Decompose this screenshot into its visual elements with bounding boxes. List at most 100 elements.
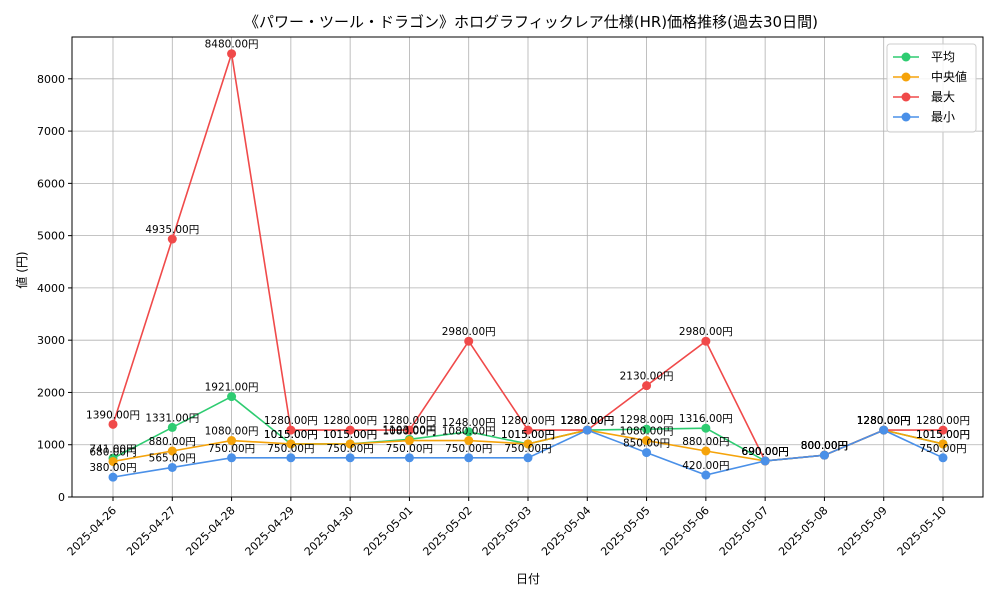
data-label: 1280.00円 — [857, 415, 911, 427]
data-label: 1015.00円 — [323, 429, 377, 441]
data-label: 4935.00円 — [145, 224, 199, 236]
data-point — [642, 381, 652, 391]
data-label: 1015.00円 — [323, 429, 377, 441]
x-tick-label: 2025-05-10 — [895, 504, 949, 558]
data-point — [167, 422, 177, 432]
data-point — [286, 453, 296, 463]
y-axis-label: 値 (円) — [14, 251, 29, 288]
legend-item: 最小 — [893, 110, 955, 124]
y-tick-label: 5000 — [37, 230, 65, 243]
data-label: 750.00円 — [327, 443, 374, 455]
y-tick-label: 1000 — [37, 439, 65, 452]
data-label: 1280.00円 — [857, 415, 911, 427]
x-tick-label: 2025-05-07 — [717, 504, 771, 558]
data-label: 1015.00円 — [264, 429, 318, 441]
x-axis-label: 日付 — [516, 572, 540, 586]
data-label: 1080.00円 — [205, 426, 259, 438]
x-tick-label: 2025-05-09 — [835, 504, 889, 558]
data-label: 1280.00円 — [857, 415, 911, 427]
data-label: 1248.00円 — [442, 417, 496, 429]
legend-label: 最小 — [931, 110, 955, 124]
data-label: 750.00円 — [208, 443, 255, 455]
data-label: 750.00円 — [445, 443, 492, 455]
data-label: 690.00円 — [742, 446, 789, 458]
x-tick-label: 2025-05-06 — [658, 504, 712, 558]
data-label: 800.00円 — [801, 440, 848, 452]
data-point — [464, 336, 474, 346]
data-label: 850.00円 — [623, 438, 670, 450]
y-tick-label: 4000 — [37, 282, 65, 295]
data-label: 800.00円 — [801, 440, 848, 452]
y-tick-label: 8000 — [37, 73, 65, 86]
data-label: 2980.00円 — [442, 326, 496, 338]
legend-label: 中央値 — [931, 69, 967, 84]
legend-item: 中央値 — [893, 69, 967, 84]
data-label: 800.00円 — [801, 440, 848, 452]
x-tick-label: 2025-04-27 — [124, 504, 178, 558]
data-label: 680.00円 — [89, 446, 136, 458]
data-point — [879, 425, 889, 435]
data-point — [642, 424, 652, 434]
data-point — [938, 453, 948, 463]
data-point — [464, 427, 474, 437]
data-point — [404, 453, 414, 463]
data-point — [582, 425, 592, 435]
y-tick-label: 7000 — [37, 125, 65, 138]
data-point — [523, 425, 533, 435]
data-labels: 741.00円 1331.00円 1921.00円 1015.00円 1015.00円 1… — [86, 39, 970, 474]
data-point — [404, 436, 414, 446]
data-point — [701, 446, 711, 456]
data-point — [464, 453, 474, 463]
data-label: 750.00円 — [919, 443, 966, 455]
data-point — [701, 336, 711, 346]
y-tick-label: 0 — [58, 491, 65, 504]
x-tick-label: 2025-05-05 — [598, 504, 652, 558]
data-point — [227, 49, 237, 59]
data-label: 2980.00円 — [679, 326, 733, 338]
data-label: 800.00円 — [801, 440, 848, 452]
data-label: 1280.00円 — [501, 415, 555, 427]
data-label: 750.00円 — [504, 443, 551, 455]
data-label: 8480.00円 — [205, 39, 259, 51]
data-label: 1921.00円 — [205, 382, 259, 394]
data-point — [701, 470, 711, 480]
data-label: 1015.00円 — [501, 429, 555, 441]
legend-marker — [901, 72, 911, 82]
y-tick-label: 2000 — [37, 386, 65, 399]
data-label: 690.00円 — [742, 446, 789, 458]
data-point — [108, 419, 118, 429]
data-point — [523, 453, 533, 463]
series-3 — [108, 425, 948, 482]
data-label: 1080.00円 — [382, 426, 436, 438]
data-point — [523, 439, 533, 449]
data-point — [938, 439, 948, 449]
legend-item: 最大 — [893, 90, 955, 104]
data-label: 1103.00円 — [382, 424, 436, 436]
data-label: 690.00円 — [742, 446, 789, 458]
data-point — [938, 425, 948, 435]
data-point — [286, 425, 296, 435]
data-point — [227, 453, 237, 463]
data-point — [227, 436, 237, 446]
data-label: 2130.00円 — [620, 371, 674, 383]
data-point — [819, 450, 829, 460]
x-tick-label: 2025-05-04 — [539, 504, 593, 558]
data-point — [286, 439, 296, 449]
data-point — [167, 234, 177, 244]
data-label: 1280.00円 — [382, 415, 436, 427]
data-label: 1280.00円 — [560, 415, 614, 427]
data-point — [345, 453, 355, 463]
data-point — [642, 436, 652, 446]
data-label: 1280.00円 — [560, 415, 614, 427]
data-point — [227, 392, 237, 402]
data-point — [404, 425, 414, 435]
x-tick-label: 2025-04-26 — [65, 504, 119, 558]
data-label: 1080.00円 — [620, 426, 674, 438]
data-label: 380.00円 — [89, 462, 136, 474]
legend-item: 平均 — [893, 50, 955, 64]
series-lines — [108, 49, 948, 482]
data-label: 1015.00円 — [916, 429, 970, 441]
